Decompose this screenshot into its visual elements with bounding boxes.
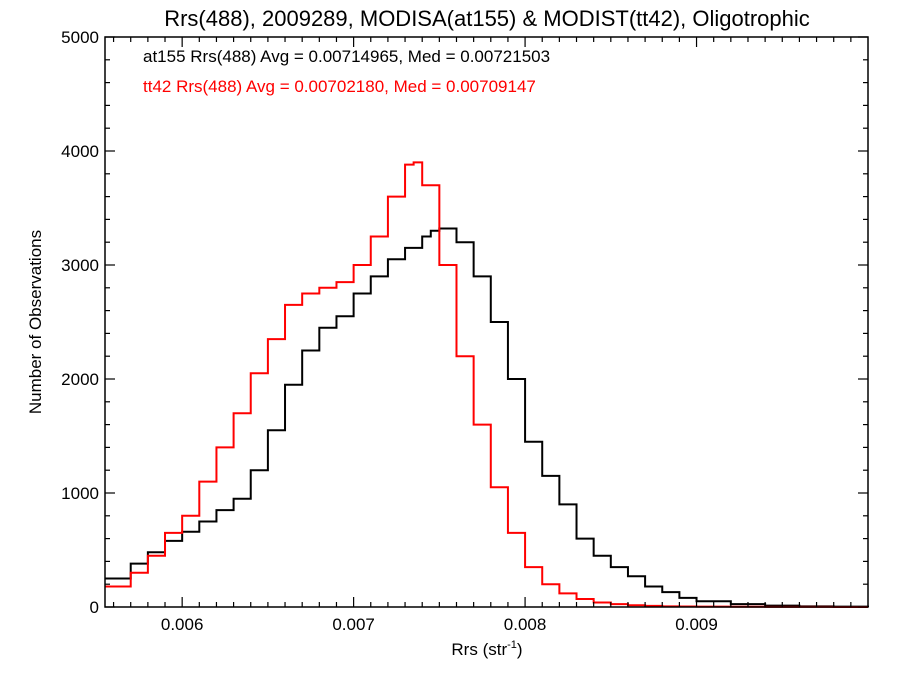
x-axis-label: Rrs (str-1) [451, 639, 522, 659]
y-axis-label: Number of Observations [26, 230, 45, 414]
x-tick-label: 0.006 [161, 615, 204, 634]
y-tick-label: 3000 [61, 256, 99, 275]
x-axis-label-superscript: -1 [507, 639, 517, 651]
x-tick-label: 0.007 [332, 615, 375, 634]
y-tick-label: 4000 [61, 142, 99, 161]
y-tick-label: 0 [90, 598, 99, 617]
x-axis-label-close: ) [517, 640, 523, 659]
x-axis-label-main: Rrs (str [451, 640, 507, 659]
x-tick-label: 0.008 [504, 615, 547, 634]
plot-frame [104, 36, 869, 608]
y-tick-label: 1000 [61, 484, 99, 503]
series-layer [105, 161, 869, 608]
series-tt42 [105, 161, 868, 608]
x-tick-label: 0.009 [675, 615, 718, 634]
annotation-at155: at155 Rrs(488) Avg = 0.00714965, Med = 0… [143, 47, 550, 66]
series-at155 [105, 227, 869, 608]
y-tick-label: 5000 [61, 28, 99, 47]
annotation-tt42: tt42 Rrs(488) Avg = 0.00702180, Med = 0.… [143, 77, 536, 96]
ticks-layer: 0.006 0.007 0.008 0.009 0 1000 2000 3000 4000 500… [61, 28, 868, 634]
chart-title: Rrs(488), 2009289, MODISA(at155) & MODIS… [164, 6, 810, 31]
y-tick-label: 2000 [61, 370, 99, 389]
